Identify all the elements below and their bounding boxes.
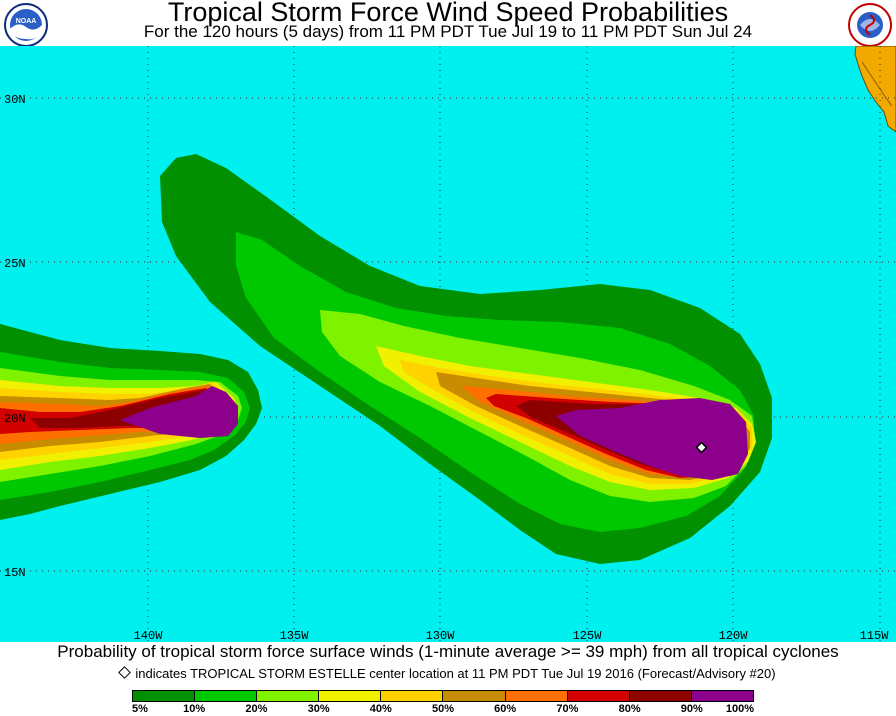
probability-legend: 5% 10% 20% 30% 40% 50% 60% 70% 80% 90% 100%: [132, 690, 754, 716]
lat-label: 20N: [4, 412, 26, 426]
legend-label: 60%: [494, 703, 517, 715]
legend-swatch: [133, 691, 196, 701]
svg-text:NOAA: NOAA: [16, 18, 37, 25]
noaa-logo-icon: NOAA: [4, 3, 48, 47]
lon-label: 115W: [860, 629, 890, 642]
legend-swatch: [257, 691, 320, 701]
legend-label: 40%: [369, 703, 392, 715]
lon-label: 120W: [719, 629, 749, 642]
legend-label: 80%: [618, 703, 641, 715]
legend-swatch: [319, 691, 382, 701]
lon-label: 135W: [280, 629, 310, 642]
probability-map: 30N 25N 20N 15N 140W 135W 130W 125W 120W…: [0, 46, 896, 642]
legend-label: 20%: [245, 703, 268, 715]
probability-caption: Probability of tropical storm force surf…: [57, 642, 839, 661]
footer: Probability of tropical storm force surf…: [0, 642, 896, 716]
coastline-detail: [861, 61, 893, 107]
marker-note: indicates TROPICAL STORM ESTELLE center …: [0, 666, 896, 682]
legend-swatch: [443, 691, 506, 701]
legend-swatch: [691, 691, 753, 701]
legend-label: 5%: [132, 703, 148, 715]
probability-swath-estelle: [160, 154, 772, 564]
page-title: Tropical Storm Force Wind Speed Probabil…: [167, 0, 729, 27]
legend-label: 30%: [307, 703, 330, 715]
legend-swatch: [629, 691, 692, 701]
lon-label: 125W: [573, 629, 603, 642]
header: NOAA Tropical Storm Force Wind Speed Pro…: [0, 0, 896, 47]
probability-swath-west: [0, 324, 262, 520]
legend-label: 70%: [556, 703, 579, 715]
diamond-marker-icon: [118, 666, 132, 679]
legend-swatch: [567, 691, 630, 701]
latitude-labels: 30N 25N 20N 15N: [4, 93, 26, 580]
lat-label: 15N: [4, 566, 26, 580]
legend-label: 10%: [183, 703, 206, 715]
legend-label: 50%: [431, 703, 455, 715]
page-subtitle: For the 120 hours (5 days) from 11 PM PD…: [143, 22, 753, 41]
nws-logo-icon: [848, 3, 892, 47]
lon-label: 130W: [426, 629, 456, 642]
legend-label: 100%: [725, 703, 755, 715]
legend-swatch: [195, 691, 258, 701]
lat-label: 25N: [4, 257, 26, 271]
legend-label: 90%: [680, 703, 703, 715]
storm-center-marker-icon: [695, 441, 708, 454]
legend-swatch: [381, 691, 444, 701]
longitude-labels: 140W 135W 130W 125W 120W 115W: [134, 629, 890, 642]
marker-note-text: indicates TROPICAL STORM ESTELLE center …: [135, 666, 776, 681]
lon-label: 140W: [134, 629, 164, 642]
lat-label: 30N: [4, 93, 26, 107]
map-canvas: 30N 25N 20N 15N 140W 135W 130W 125W 120W…: [0, 46, 896, 642]
legend-color-bar: [132, 690, 754, 702]
legend-swatch: [505, 691, 568, 701]
